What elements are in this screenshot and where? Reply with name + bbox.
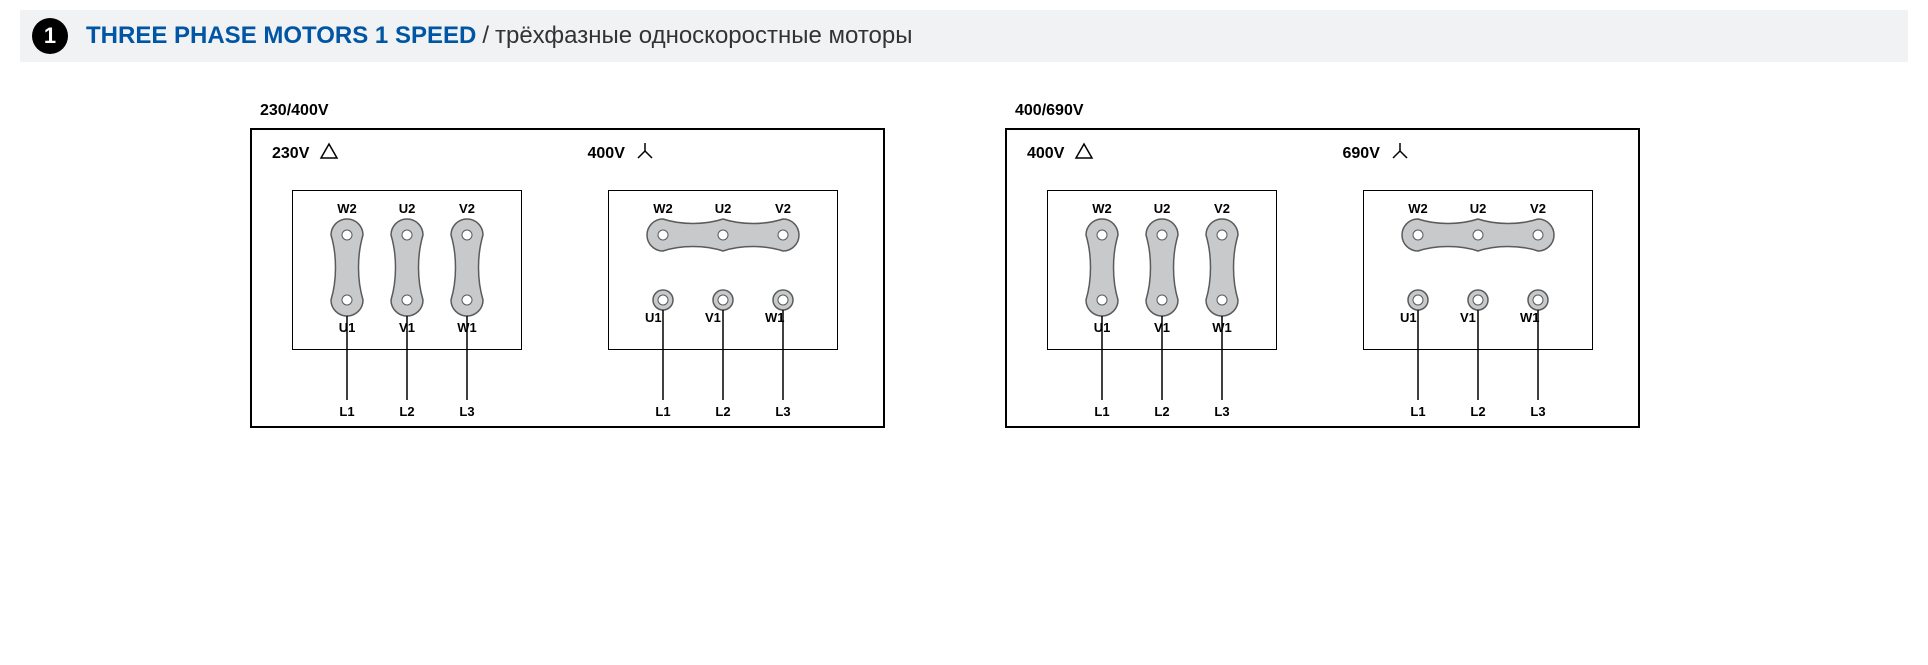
svg-text:V2: V2	[1530, 201, 1546, 216]
wiring-svg: W2U1L1U2V1L2V2W1L3	[1047, 190, 1277, 410]
svg-text:U1: U1	[339, 320, 356, 335]
svg-text:L3: L3	[459, 404, 474, 419]
svg-text:L2: L2	[715, 404, 730, 419]
svg-text:W1: W1	[457, 320, 477, 335]
diagrams-row: 230/400V 230V W2 U1 L1 U2 V1 L2 V2 W1 L3 400V W2 U1 L1…	[20, 102, 1908, 428]
wiring-panel: 400V W2 U1 L1 U2 V1 L2 V2 W1 L3	[1007, 130, 1323, 426]
title-bar: 1 THREE PHASE MOTORS 1 SPEED / трёхфазны…	[20, 10, 1908, 62]
svg-text:V1: V1	[1460, 310, 1476, 325]
diagram-group: 230/400V 230V W2 U1 L1 U2 V1 L2 V2 W1 L3 400V W2 U1 L1…	[250, 102, 885, 428]
svg-text:V1: V1	[399, 320, 415, 335]
diagram-box: 400V W2 U1 L1 U2 V1 L2 V2 W1 L3 690V W2 U1 L1 U2 V1 L2 V2…	[1005, 128, 1640, 428]
svg-text:L3: L3	[1214, 404, 1229, 419]
delta-icon	[319, 142, 339, 165]
panel-voltage-label: 230V	[272, 142, 548, 165]
svg-text:U1: U1	[1094, 320, 1111, 335]
panel-voltage-label: 690V	[1343, 142, 1619, 165]
svg-text:V2: V2	[775, 201, 791, 216]
svg-text:U1: U1	[1400, 310, 1417, 325]
svg-text:W2: W2	[1092, 201, 1112, 216]
svg-text:W2: W2	[337, 201, 357, 216]
svg-text:W1: W1	[765, 310, 785, 325]
title-separator: /	[482, 22, 489, 50]
svg-text:V2: V2	[1214, 201, 1230, 216]
panel-voltage-label: 400V	[588, 142, 864, 165]
section-number: 1	[32, 18, 68, 54]
svg-text:L3: L3	[1530, 404, 1545, 419]
diagram-group: 400/690V 400V W2 U1 L1 U2 V1 L2 V2 W1 L3 690V W2 U1 L1…	[1005, 102, 1640, 428]
delta-icon	[1074, 142, 1094, 165]
wiring-svg: W2U1L1U2V1L2V2W1L3	[292, 190, 522, 410]
svg-text:L2: L2	[1470, 404, 1485, 419]
svg-text:V1: V1	[1154, 320, 1170, 335]
title-russian: трёхфазные односкоростные моторы	[495, 22, 913, 50]
panel-voltage-label: 400V	[1027, 142, 1303, 165]
svg-text:L1: L1	[339, 404, 354, 419]
svg-text:U2: U2	[1154, 201, 1171, 216]
svg-text:L1: L1	[1094, 404, 1109, 419]
wiring-svg: W2U1L1U2V1L2V2W1L3	[608, 190, 838, 410]
svg-text:W2: W2	[1408, 201, 1428, 216]
title-english: THREE PHASE MOTORS 1 SPEED	[86, 22, 476, 50]
svg-text:L2: L2	[399, 404, 414, 419]
svg-text:W2: W2	[653, 201, 673, 216]
wiring-panel: 400V W2 U1 L1 U2 V1 L2 V2 W1 L3	[568, 130, 884, 426]
svg-text:U2: U2	[399, 201, 416, 216]
svg-text:L2: L2	[1154, 404, 1169, 419]
star-icon	[1390, 142, 1410, 165]
wiring-panel: 230V W2 U1 L1 U2 V1 L2 V2 W1 L3	[252, 130, 568, 426]
svg-text:W1: W1	[1212, 320, 1232, 335]
svg-text:U2: U2	[714, 201, 731, 216]
svg-text:L1: L1	[655, 404, 670, 419]
svg-text:L1: L1	[1410, 404, 1425, 419]
svg-text:U2: U2	[1469, 201, 1486, 216]
group-voltage-label: 400/690V	[1005, 102, 1640, 120]
group-voltage-label: 230/400V	[250, 102, 885, 120]
diagram-box: 230V W2 U1 L1 U2 V1 L2 V2 W1 L3 400V W2 U1 L1 U2 V1 L2 V2…	[250, 128, 885, 428]
svg-text:U1: U1	[645, 310, 662, 325]
svg-text:L3: L3	[775, 404, 790, 419]
svg-text:V1: V1	[705, 310, 721, 325]
svg-text:W1: W1	[1520, 310, 1540, 325]
star-icon	[635, 142, 655, 165]
wiring-svg: W2U1L1U2V1L2V2W1L3	[1363, 190, 1593, 410]
wiring-panel: 690V W2 U1 L1 U2 V1 L2 V2 W1 L3	[1323, 130, 1639, 426]
svg-text:V2: V2	[459, 201, 475, 216]
